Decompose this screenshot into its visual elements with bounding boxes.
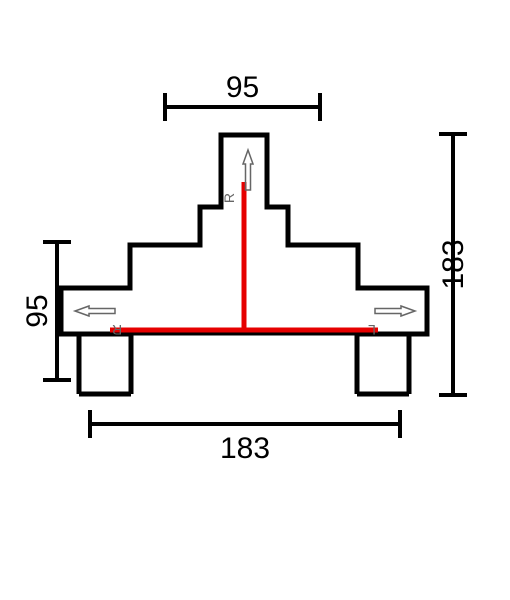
technical-diagram: R R L 95 183 95 183 <box>0 0 510 600</box>
dim-right-label: 183 <box>437 239 470 289</box>
arrow-right-icon <box>375 306 415 316</box>
arm-label-left: R <box>112 322 122 338</box>
dim-top-label: 95 <box>226 71 259 104</box>
dim-bottom-label: 183 <box>220 432 270 465</box>
arrow-left-icon <box>75 306 115 316</box>
dim-left-label: 95 <box>21 294 54 327</box>
arm-label-top: R <box>221 193 237 203</box>
arm-label-right: L <box>368 322 376 338</box>
